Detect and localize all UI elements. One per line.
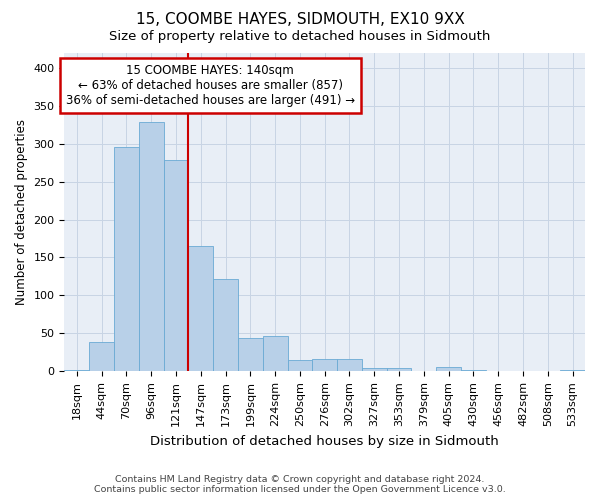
Bar	[461, 370, 486, 372]
Bar	[362, 368, 386, 372]
X-axis label: Distribution of detached houses by size in Sidmouth: Distribution of detached houses by size …	[151, 434, 499, 448]
Text: Size of property relative to detached houses in Sidmouth: Size of property relative to detached ho…	[109, 30, 491, 43]
Bar	[386, 368, 412, 372]
Y-axis label: Number of detached properties: Number of detached properties	[15, 119, 28, 305]
Bar	[213, 278, 238, 372]
Text: Contains HM Land Registry data © Crown copyright and database right 2024.
Contai: Contains HM Land Registry data © Crown c…	[94, 474, 506, 494]
Bar	[188, 246, 213, 372]
Bar	[139, 122, 164, 372]
Bar	[64, 370, 89, 372]
Bar	[238, 338, 263, 372]
Bar	[89, 342, 114, 372]
Bar	[263, 336, 287, 372]
Text: 15, COOMBE HAYES, SIDMOUTH, EX10 9XX: 15, COOMBE HAYES, SIDMOUTH, EX10 9XX	[136, 12, 464, 28]
Bar	[560, 370, 585, 372]
Bar	[436, 367, 461, 372]
Text: 15 COOMBE HAYES: 140sqm
← 63% of detached houses are smaller (857)
36% of semi-d: 15 COOMBE HAYES: 140sqm ← 63% of detache…	[65, 64, 355, 106]
Bar	[337, 359, 362, 372]
Bar	[511, 370, 535, 372]
Bar	[164, 160, 188, 372]
Bar	[287, 360, 313, 372]
Bar	[114, 148, 139, 372]
Bar	[313, 359, 337, 372]
